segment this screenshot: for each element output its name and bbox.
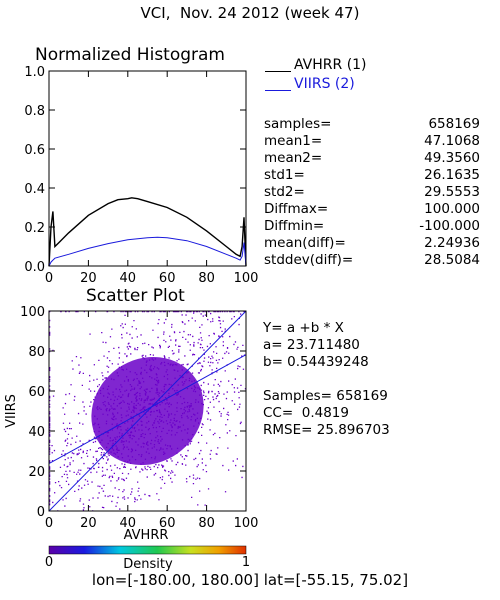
- legend-label-viirs: VIIRS (2): [294, 76, 355, 92]
- stat-label: stddev(diff)=: [264, 252, 354, 268]
- colorbar-max-label: 1: [242, 555, 250, 570]
- regression-equation: Y= a +b * X: [263, 320, 344, 336]
- stat-row: samples= 658169: [264, 116, 480, 132]
- regression-line: [49, 354, 246, 465]
- stat-value: 28.5084: [424, 252, 480, 268]
- legend-line-viirs: [265, 90, 291, 91]
- legend-line-avhrr: [265, 71, 291, 72]
- x-tick-label: 20: [80, 516, 97, 531]
- y-tick-label: 80: [28, 345, 45, 360]
- stat-row: mean(diff)= 2.24936: [264, 235, 480, 251]
- x-axis-label: AVHRR: [124, 528, 169, 543]
- y-tick-label: 0.8: [24, 104, 45, 119]
- regression-samples: Samples= 658169: [263, 388, 388, 404]
- scatter-plot: 0 20 40 60 80 100 0 20 40 60 80 100 AVHRR VIIRS: [4, 305, 258, 543]
- stat-row: std1= 26.1635: [264, 167, 480, 183]
- stat-row: mean2= 49.3560: [264, 150, 480, 166]
- stat-label: samples=: [264, 116, 332, 132]
- stat-label: Diffmax=: [264, 201, 329, 217]
- x-tick-label: 20: [80, 271, 97, 286]
- stat-value: 2.24936: [424, 235, 480, 251]
- y-tick-label: 0.2: [24, 221, 45, 236]
- scatter-title: Scatter Plot: [86, 286, 185, 306]
- legend-label-avhrr: AVHRR (1): [294, 57, 367, 73]
- one-to-one-line: [49, 311, 246, 511]
- footer-coordinates: lon=[-180.00, 180.00] lat=[-55.15, 75.02…: [91, 571, 409, 589]
- x-tick-label: 0: [45, 516, 53, 531]
- stat-value: 100.000: [424, 201, 480, 217]
- stat-label: std1=: [264, 167, 305, 183]
- y-tick-label: 0: [37, 505, 45, 520]
- colorbar-gradient: [48, 545, 247, 555]
- y-axis-label: VIIRS: [4, 394, 19, 428]
- x-tick-label: 40: [120, 271, 137, 286]
- regression-cc: CC= 0.4819: [263, 405, 349, 421]
- histogram-frame: [48, 70, 247, 267]
- x-tick-label: 0: [45, 271, 53, 286]
- stat-value: 29.5553: [424, 184, 480, 200]
- y-tick-label: 0.0: [24, 260, 45, 275]
- stat-row: stddev(diff)= 28.5084: [264, 252, 480, 268]
- y-tick-label: 40: [28, 425, 45, 440]
- stat-label: mean1=: [264, 133, 323, 149]
- chart-title: VCI, Nov. 24 2012 (week 47): [140, 4, 360, 22]
- y-tick-label: 20: [28, 465, 45, 480]
- y-tick-label: 60: [28, 385, 45, 400]
- stat-row: Diffmax= 100.000: [264, 201, 480, 217]
- histogram-series-line-1: [48, 197, 247, 267]
- stat-label: mean(diff)=: [264, 235, 346, 251]
- stat-value: -100.000: [419, 218, 480, 234]
- y-tick-label: 100: [20, 305, 45, 320]
- stat-value: 49.3560: [424, 150, 480, 166]
- stat-value: 26.1635: [424, 167, 480, 183]
- stat-row: mean1= 47.1068: [264, 133, 480, 149]
- y-tick-label: 0.4: [24, 182, 45, 197]
- colorbar-label: Density: [123, 557, 173, 572]
- stat-label: mean2=: [264, 150, 323, 166]
- x-tick-label: 80: [198, 516, 215, 531]
- stat-label: std2=: [264, 184, 305, 200]
- colorbar: 0 Density 1: [45, 545, 250, 572]
- y-tick-label: 1.0: [24, 65, 45, 80]
- stat-label: Diffmin=: [264, 218, 325, 234]
- histogram-series-line-2: [48, 236, 247, 267]
- colorbar-min-label: 0: [45, 555, 53, 570]
- regression-a: a= 23.711480: [263, 337, 360, 353]
- stat-value: 47.1068: [424, 133, 480, 149]
- stat-row: Diffmin= -100.000: [264, 218, 480, 234]
- histogram-title: Normalized Histogram: [35, 45, 225, 65]
- x-tick-label: 60: [159, 271, 176, 286]
- y-tick-label: 0.6: [24, 143, 45, 158]
- x-tick-label: 80: [198, 271, 215, 286]
- histogram-plot: 0 20 40 60 80 100 0.0 0.2 0.4 0.6 0.8 1.0: [24, 65, 258, 286]
- x-tick-label: 100: [234, 271, 259, 286]
- regression-b: b= 0.54439248: [263, 354, 369, 370]
- x-tick-label: 60: [159, 516, 176, 531]
- stat-row: std2= 29.5553: [264, 184, 480, 200]
- x-tick-label: 40: [120, 516, 137, 531]
- scatter-frame: [48, 310, 247, 512]
- regression-rmse: RMSE= 25.896703: [263, 422, 390, 438]
- stat-value: 658169: [428, 116, 480, 132]
- x-tick-label: 100: [234, 516, 259, 531]
